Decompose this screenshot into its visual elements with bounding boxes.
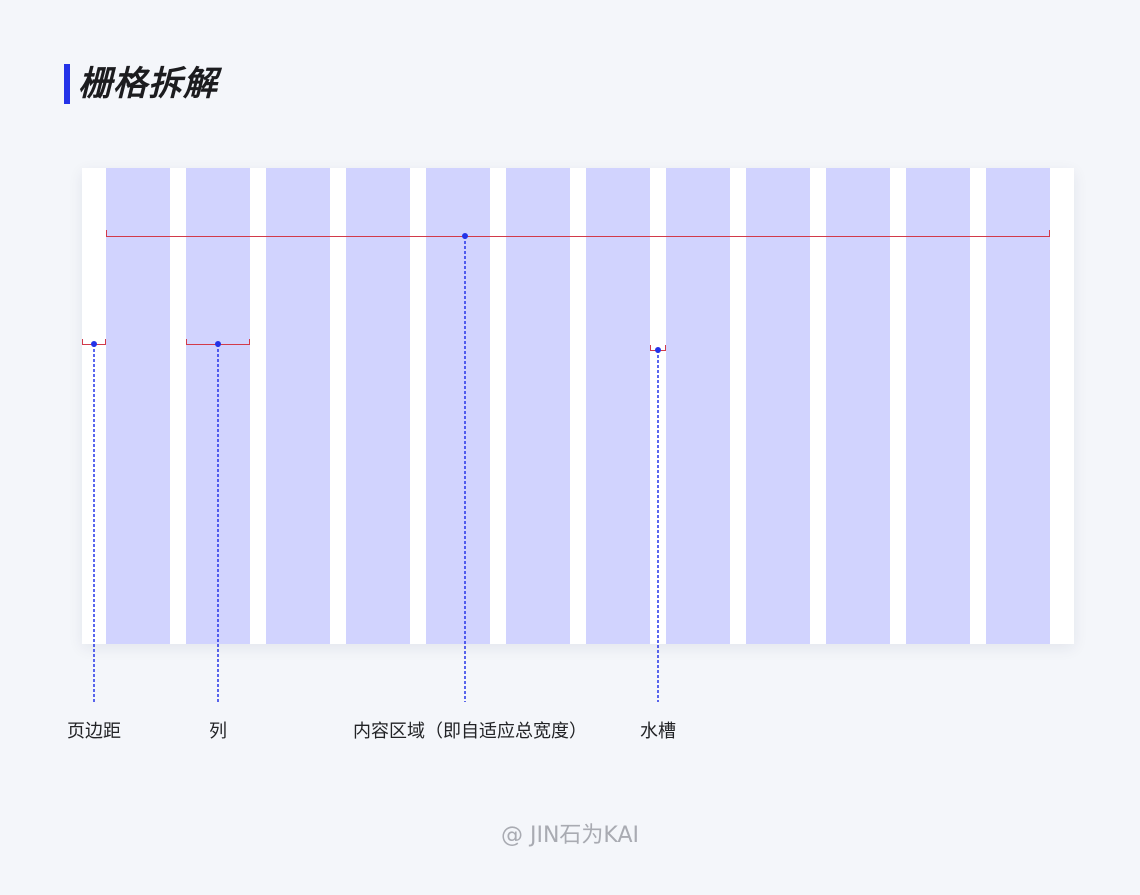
grid-column <box>266 168 330 644</box>
grid-column <box>106 168 170 644</box>
page-title: 栅格拆解 <box>78 64 218 104</box>
grid-column <box>826 168 890 644</box>
grid-column <box>986 168 1050 644</box>
grid-column <box>746 168 810 644</box>
watermark: @ JIN石为KAI <box>500 823 640 848</box>
grid-column <box>906 168 970 644</box>
content-leader-dot <box>462 233 468 239</box>
title-accent-bar <box>64 64 70 104</box>
grid-column <box>666 168 730 644</box>
margin-leader-dot <box>91 341 97 347</box>
grid-column <box>586 168 650 644</box>
content-width-measure <box>106 230 1050 237</box>
column-leader-dot <box>215 341 221 347</box>
grid-column <box>426 168 490 644</box>
grid-column <box>346 168 410 644</box>
content-area-label: 内容区域（即自适应总宽度） <box>353 721 587 742</box>
gutter-leader-dot <box>655 347 661 353</box>
margin-label: 页边距 <box>67 721 121 742</box>
column-label: 列 <box>209 721 227 742</box>
grid-column <box>506 168 570 644</box>
gutter-label: 水槽 <box>640 721 676 742</box>
